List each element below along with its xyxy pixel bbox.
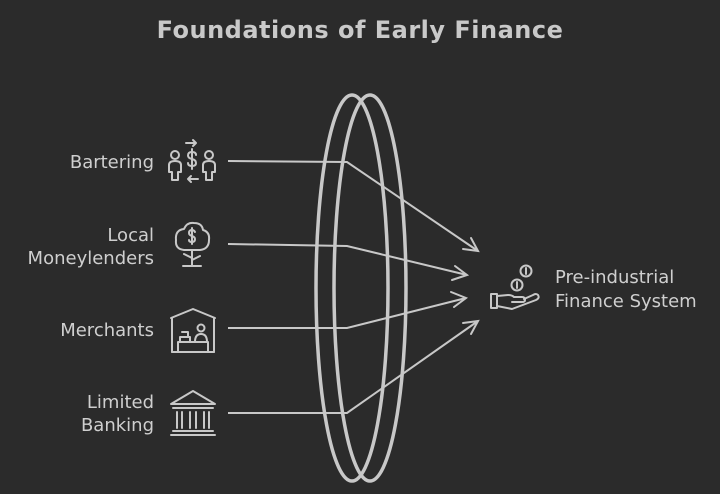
input-label-moneylenders: Local Moneylenders bbox=[27, 225, 154, 269]
arrowhead-banking bbox=[462, 319, 480, 335]
input-label-banking: Limited Banking bbox=[80, 392, 154, 436]
connector-merchants bbox=[228, 297, 467, 329]
hand-coins-icon bbox=[490, 264, 540, 310]
barter-exchange-icon bbox=[168, 139, 216, 183]
arrowhead-moneylenders bbox=[451, 265, 470, 281]
connector-banking bbox=[228, 320, 479, 414]
diagram-title: Foundations of Early Finance bbox=[156, 16, 564, 44]
connector-moneylenders bbox=[227, 243, 468, 276]
input-label-bartering: Bartering bbox=[69, 152, 154, 173]
money-tree-icon bbox=[174, 221, 211, 267]
output-label: Pre-industrial Finance System bbox=[555, 267, 697, 312]
market-stall-icon bbox=[170, 308, 216, 353]
arrowhead-merchants bbox=[450, 291, 469, 308]
connector-bartering bbox=[227, 160, 479, 252]
bank-building-icon bbox=[170, 390, 216, 436]
input-label-merchants: Merchants bbox=[60, 320, 154, 341]
arrowhead-bartering bbox=[462, 237, 480, 253]
lens-shape bbox=[314, 93, 408, 483]
